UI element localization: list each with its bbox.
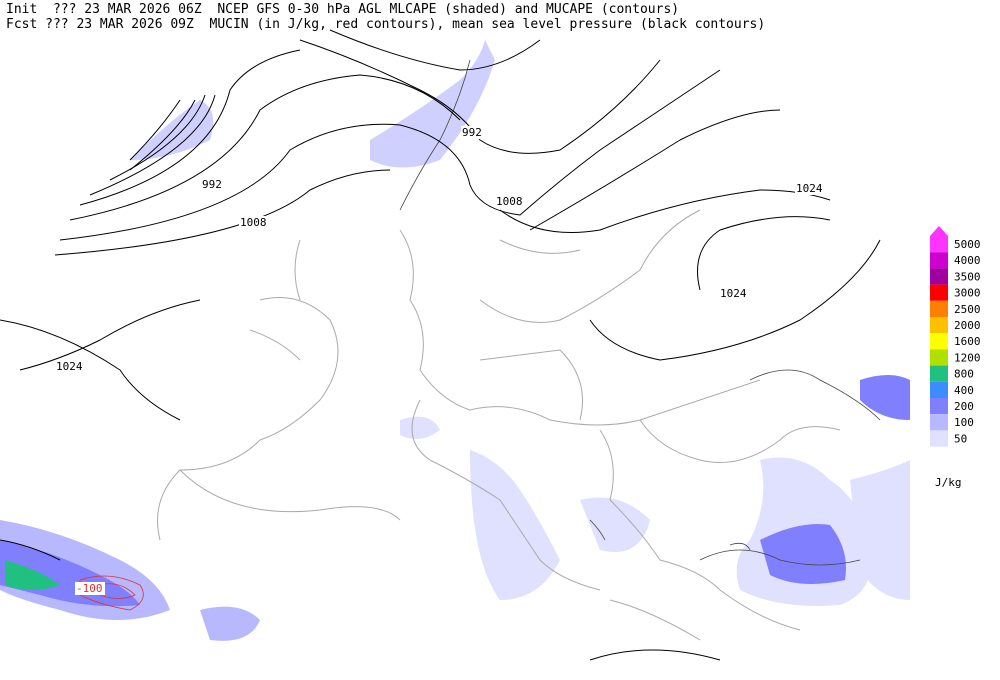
- colorbar-label: 5000: [954, 238, 981, 251]
- colorbar-unit: J/kg: [935, 476, 962, 489]
- contour-label-bg: [239, 216, 269, 229]
- init-line: Init ??? 23 MAR 2026 06Z NCEP GFS 0-30 h…: [6, 2, 680, 17]
- cape-shading: [0, 40, 910, 641]
- contour-label: 1008: [496, 195, 523, 208]
- cin-contours: [79, 575, 144, 611]
- contour-label: 992: [202, 178, 222, 191]
- contour-label: -100: [76, 582, 103, 595]
- contour-label: 1024: [796, 182, 823, 195]
- contour-label-bg: [201, 178, 224, 191]
- colorbar-label: 2000: [954, 319, 981, 332]
- colorbar-box: [930, 300, 948, 317]
- colorbar-label: 200: [954, 400, 974, 413]
- borders: [157, 209, 841, 641]
- isobars: [0, 29, 881, 661]
- colorbar-box: [930, 333, 948, 350]
- contour-label-bg: [461, 126, 484, 139]
- contour-label: 1024: [720, 287, 747, 300]
- coastlines: [399, 59, 881, 566]
- fcst-line: Fcst ??? 23 MAR 2026 09Z MUCIN (in J/kg,…: [6, 17, 766, 32]
- colorbar-label: 1200: [954, 351, 981, 364]
- colorbar-label: 3500: [954, 270, 981, 283]
- contour-label-bg: [75, 582, 105, 595]
- colorbar-label: 800: [954, 368, 974, 381]
- colorbar-box: [930, 381, 948, 398]
- colorbar-box: [930, 365, 948, 382]
- colorbar-label: 400: [954, 384, 974, 397]
- colorbar-box: [930, 252, 948, 269]
- colorbar-box: [930, 268, 948, 285]
- colorbar-box: [930, 430, 948, 447]
- colorbar-label: 2500: [954, 303, 981, 316]
- colorbar-box: [930, 414, 948, 431]
- colorbar-label: 100: [954, 416, 974, 429]
- contour-label-bg: [719, 287, 749, 300]
- colorbar-label: 1600: [954, 335, 981, 348]
- contour-label-bg: [795, 182, 825, 195]
- colorbar-box: [930, 317, 948, 334]
- contour-label-bg: [495, 195, 525, 208]
- colorbar-box: [930, 349, 948, 366]
- colorbar-box: [930, 398, 948, 415]
- contour-label: 1024: [56, 360, 83, 373]
- contour-label: 1008: [240, 216, 267, 229]
- contour-label-bg: [55, 360, 85, 373]
- colorbar-arrow: [930, 226, 948, 236]
- colorbar-box: [930, 236, 948, 253]
- colorbar-label: 4000: [954, 254, 981, 267]
- colorbar-label: 50: [954, 432, 967, 445]
- colorbar-label: 3000: [954, 287, 981, 300]
- contour-label: 992: [462, 126, 482, 139]
- colorbar-box: [930, 284, 948, 301]
